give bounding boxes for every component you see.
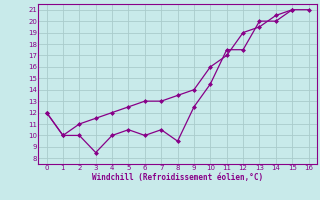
X-axis label: Windchill (Refroidissement éolien,°C): Windchill (Refroidissement éolien,°C) [92,173,263,182]
